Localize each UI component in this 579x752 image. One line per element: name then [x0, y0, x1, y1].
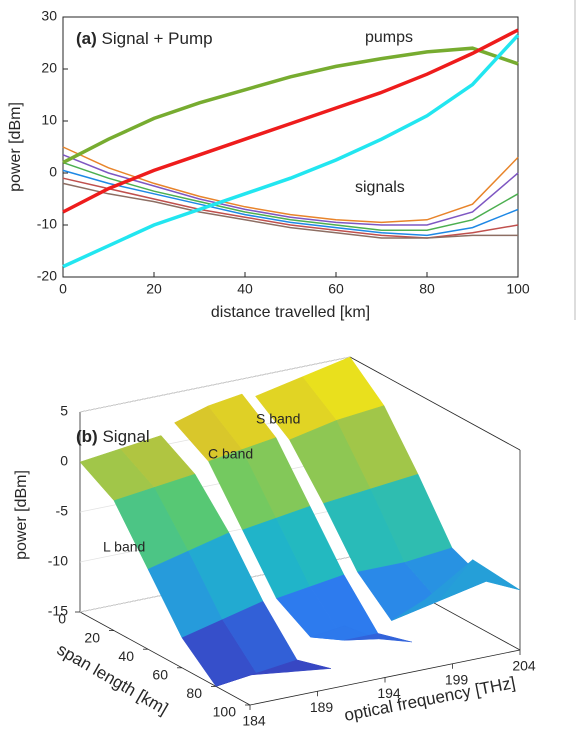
title-text: Signal: [102, 427, 149, 446]
x-tick-label: 189: [310, 699, 334, 715]
surface-patch: [344, 633, 413, 643]
x-tick-label: 60: [328, 281, 344, 297]
chart-a: 0 20 40 60 80 100 -20 -10 0 10 20 30 distance travel…: [7, 8, 530, 322]
y-tick-label: -10: [37, 216, 57, 232]
y-tick-label: 80: [186, 685, 202, 701]
chart-title: (a) Signal + Pump: [76, 29, 213, 48]
y-tick-label: 10: [41, 112, 57, 128]
x-tick-label: 100: [506, 281, 530, 297]
x-tick-label: 199: [445, 671, 469, 687]
band-label: S band: [256, 411, 300, 427]
y-tick-label: 60: [152, 667, 168, 683]
panel-label: (a): [76, 29, 97, 48]
x-tick-label: 204: [512, 658, 536, 674]
y-tick-label: 100: [213, 704, 237, 720]
series-line: [62, 182, 518, 239]
z-tick-label: -15: [48, 603, 68, 619]
surface-patch: [256, 659, 332, 674]
x-axis-label: distance travelled [km]: [211, 304, 370, 321]
series-line: [62, 46, 519, 165]
panel-label: (b): [76, 427, 98, 446]
y-tick-label: 20: [41, 60, 57, 76]
series-line: [62, 161, 519, 231]
x-tick-label: 80: [419, 281, 435, 297]
y-tick-label: 20: [84, 629, 100, 645]
y-tick-label: 0: [58, 611, 66, 627]
title-text: Signal + Pump: [102, 29, 213, 48]
x-tick-label: 0: [59, 281, 67, 297]
y-tick-label: 40: [118, 648, 134, 664]
y-axis-label: power [dBm]: [7, 102, 24, 192]
chart-title: (b) Signal: [76, 427, 150, 446]
band-label: L band: [103, 539, 145, 555]
x-tick-label: 20: [146, 281, 162, 297]
y-tick-label: 0: [49, 164, 57, 180]
grid-line: [79, 356, 351, 413]
series-line: [62, 34, 520, 269]
band-label: C band: [208, 446, 253, 462]
annotation: pumps: [365, 29, 413, 46]
x-tick-label: 40: [237, 281, 253, 297]
z-tick-label: -10: [48, 553, 68, 569]
x-tick-label: 194: [377, 685, 401, 701]
series-line: [62, 154, 519, 226]
box-edge: [349, 356, 521, 451]
box-edge: [79, 611, 251, 706]
y-tick-label: -20: [37, 268, 57, 284]
x-tick-label: 184: [242, 713, 266, 729]
series-line: [62, 28, 519, 214]
y-tick-label: 30: [41, 8, 57, 24]
z-tick-label: -5: [56, 503, 69, 519]
plot-area: [62, 16, 519, 278]
surface-patch: [438, 559, 521, 602]
series-line: [62, 177, 519, 239]
series-line: [62, 169, 519, 237]
z-tick-label: 0: [60, 453, 68, 469]
annotation: signals: [355, 179, 405, 196]
z-axis-label: power [dBm]: [13, 470, 30, 560]
z-tick-label: 5: [60, 403, 68, 419]
